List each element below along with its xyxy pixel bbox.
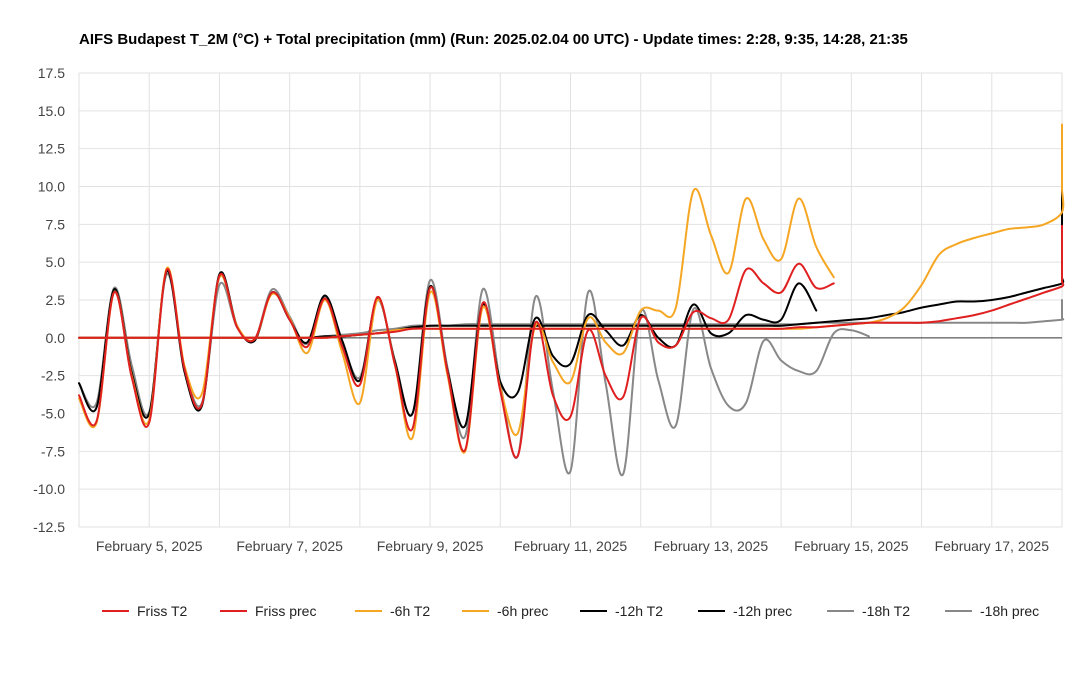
legend-item-12h-t2[interactable]: -12h T2 [580, 603, 663, 619]
legend-item-6h-t2[interactable]: -6h T2 [355, 603, 430, 619]
x-tick-label: February 7, 2025 [236, 538, 343, 554]
series-line-friss-prec [78, 224, 1065, 339]
x-tick-label: February 13, 2025 [654, 538, 769, 554]
plot-area [78, 123, 1065, 477]
y-tick-label: 12.5 [38, 141, 65, 157]
y-tick-label: -5.0 [41, 406, 65, 422]
y-tick-label: -7.5 [41, 443, 65, 459]
legend-item-18h-prec[interactable]: -18h prec [945, 603, 1039, 619]
legend-label: -6h T2 [390, 603, 430, 619]
legend-label: Friss prec [255, 603, 316, 619]
y-tick-label: 2.5 [46, 292, 66, 308]
x-tick-label: February 5, 2025 [96, 538, 203, 554]
legend-item-18h-t2[interactable]: -18h T2 [827, 603, 910, 619]
grid [78, 72, 1063, 528]
y-axis: -12.5 -10.0 -7.5 -5.0 -2.5 0.0 2.5 5.0 7.5 10.0 12… [33, 65, 65, 535]
legend-item-friss-t2[interactable]: Friss T2 [102, 603, 188, 619]
legend-label: -6h prec [497, 603, 548, 619]
y-tick-label: 0.0 [46, 330, 66, 346]
x-axis: February 5, 2025 February 7, 2025 February… [96, 538, 1049, 554]
y-tick-label: 10.0 [38, 179, 65, 195]
chart-title: AIFS Budapest T_2M (°C) + Total precipit… [79, 31, 908, 48]
legend-item-6h-prec[interactable]: -6h prec [462, 603, 548, 619]
y-tick-label: 17.5 [38, 65, 65, 81]
legend-item-friss-prec[interactable]: Friss prec [220, 603, 316, 619]
legend-label: -12h T2 [615, 603, 663, 619]
series-line-12h-prec [78, 183, 1065, 339]
y-tick-label: -2.5 [41, 368, 65, 384]
x-tick-label: February 17, 2025 [935, 538, 1050, 554]
legend-label: Friss T2 [137, 603, 188, 619]
series-line-6h-prec [78, 123, 1065, 339]
legend-label: -18h prec [980, 603, 1039, 619]
series-line-18h-prec [78, 299, 1065, 339]
y-tick-label: 5.0 [46, 254, 66, 270]
x-tick-label: February 11, 2025 [514, 538, 628, 554]
legend-label: -18h T2 [862, 603, 910, 619]
legend-item-12h-prec[interactable]: -12h prec [698, 603, 792, 619]
y-tick-label: -12.5 [33, 519, 65, 535]
legend[interactable]: Friss T2 Friss prec -6h T2 -6h prec -12h T2 -… [102, 603, 1039, 619]
x-tick-label: February 9, 2025 [377, 538, 484, 554]
y-tick-label: -10.0 [33, 481, 65, 497]
series-line-friss-t2 [78, 262, 835, 459]
y-tick-label: 7.5 [46, 216, 66, 232]
legend-label: -12h prec [733, 603, 792, 619]
y-tick-label: 15.0 [38, 103, 65, 119]
x-tick-label: February 15, 2025 [794, 538, 909, 554]
